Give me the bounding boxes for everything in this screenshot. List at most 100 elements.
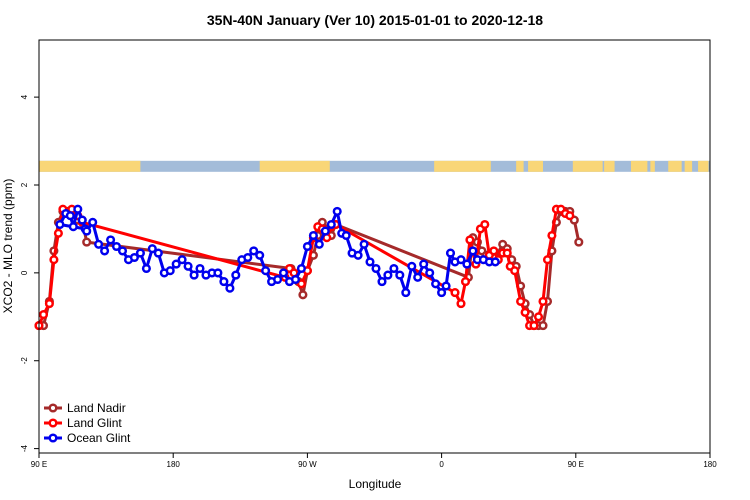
series-0-point-37 (538, 321, 548, 331)
y-tick-label-3: 2 (20, 182, 29, 187)
series-2-point-36 (255, 250, 265, 260)
series-2-point-63 (413, 272, 423, 282)
series-2-point-25 (189, 270, 199, 280)
series-1-point-29 (489, 246, 499, 256)
series-2-point-47 (320, 226, 330, 236)
series-2-point-43 (296, 263, 306, 274)
x-tick-label-4: 90 E (568, 460, 584, 469)
series-2-point-42 (290, 274, 301, 285)
series-1-point-40 (538, 296, 548, 306)
series-2-point-29 (213, 268, 223, 278)
y-axis: -4 -2 0 2 4 (20, 94, 39, 452)
legend-item-1: Land Glint (44, 416, 122, 430)
series-2-point-11 (106, 235, 116, 245)
series-2-point-46 (314, 239, 324, 249)
legend-marker-1 (48, 418, 58, 428)
series-2-point-37 (261, 266, 271, 276)
series-2-point-9 (94, 239, 104, 249)
series-2-point-55 (365, 257, 375, 267)
legend-item-0: Land Nadir (44, 401, 126, 415)
series-1-point-3 (49, 255, 59, 265)
series-2-point-12 (111, 241, 122, 252)
series-2-point-54 (359, 239, 369, 249)
surface-strip-land-2 (434, 160, 491, 172)
series-2-point-67 (437, 288, 447, 298)
surface-strip-land-7 (630, 160, 648, 172)
series-2-point-44 (302, 241, 312, 252)
series-2-point-69 (445, 248, 456, 258)
y-tick-label-2: 0 (20, 270, 29, 275)
series-2-point-48 (326, 219, 336, 230)
series-2-point-21 (165, 266, 175, 276)
surface-strip-land-10 (684, 160, 693, 172)
series-2-point-30 (219, 277, 229, 287)
series-0-point-45 (574, 237, 584, 247)
surface-type-strip (39, 160, 710, 172)
x-tick-label-0: 90 E (31, 460, 47, 469)
series-2-point-58 (383, 270, 393, 280)
x-tick-label-3: 0 (439, 460, 444, 469)
chart-title: 35N-40N January (Ver 10) 2015-01-01 to 2… (207, 12, 543, 28)
legend-marker-0 (48, 403, 58, 413)
series-0-point-13 (298, 290, 308, 300)
x-tick-label-2: 90 W (298, 460, 317, 469)
x-tick-label-1: 180 (167, 460, 181, 469)
series-2-point-49 (332, 206, 342, 216)
series-2-point-77 (490, 257, 500, 267)
y-tick-label-1: -2 (20, 357, 29, 365)
series-2-point-19 (153, 248, 163, 258)
series-1-point-1 (38, 310, 49, 320)
series-1-point-21 (450, 288, 460, 298)
x-axis-label: Longitude (349, 477, 402, 491)
series-2-point-53 (353, 250, 363, 260)
series-2-point-10 (100, 246, 110, 256)
series-2-point-65 (425, 268, 435, 278)
legend-label-0: Land Nadir (67, 401, 126, 415)
surface-strip-land-9 (668, 160, 682, 172)
series-2-point-13 (117, 246, 128, 256)
series-1-point-13 (296, 279, 306, 289)
series-1-point-22 (456, 299, 466, 309)
series-2-point-66 (431, 279, 441, 289)
legend-label-2: Ocean Glint (67, 431, 131, 445)
series-2-point-5 (73, 204, 83, 214)
surface-strip-land-0 (39, 160, 141, 172)
legend-item-2: Ocean Glint (44, 431, 131, 445)
series-2-point-16 (135, 248, 145, 258)
x-tick-label-5: 180 (703, 460, 717, 469)
series-2-point-35 (249, 246, 259, 256)
series-2-point-18 (147, 244, 157, 254)
series-1-point-34 (510, 266, 520, 276)
series-2-point-8 (88, 217, 98, 227)
series-2-point-60 (395, 270, 405, 280)
series-2-point-68 (441, 281, 451, 291)
legend-marker-2 (48, 433, 58, 443)
surface-strip-land-3 (516, 160, 524, 172)
series-2-point-72 (462, 259, 472, 269)
series-1-point-35 (516, 296, 526, 306)
series-2-point-31 (225, 283, 235, 293)
series-2-point-32 (231, 270, 241, 280)
series-2-point-23 (177, 255, 187, 265)
series-2-point-6 (77, 215, 87, 225)
series-2-point-59 (389, 263, 399, 274)
surface-strip-land-5 (572, 160, 603, 172)
series-2-point-45 (308, 230, 318, 241)
series-2-point-4 (68, 222, 78, 232)
series-1-point-42 (547, 230, 557, 241)
plot-frame (38, 39, 711, 454)
y-tick-label-4: 4 (20, 94, 29, 99)
series-2-point-17 (141, 263, 151, 274)
series-2-point-64 (419, 259, 429, 269)
series-2-point-40 (278, 268, 289, 278)
series-2-point-39 (273, 274, 283, 285)
series-2-point-57 (377, 277, 387, 287)
y-axis-label: XCO2 - MLO trend (ppm) (1, 179, 15, 314)
series-1-point-2 (44, 299, 54, 309)
series-lines (34, 204, 584, 331)
series-2-point-73 (468, 246, 478, 256)
plot-area (34, 160, 710, 331)
series-2-point-3 (65, 211, 75, 221)
